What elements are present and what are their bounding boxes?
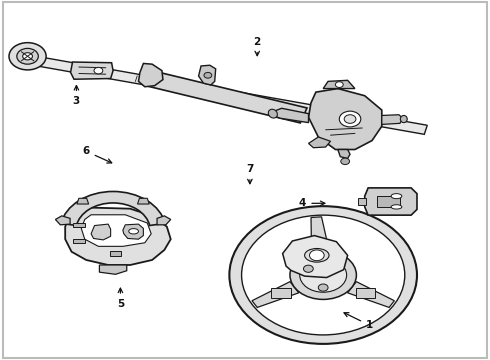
Polygon shape <box>65 208 171 265</box>
Polygon shape <box>138 198 149 204</box>
Polygon shape <box>309 89 382 149</box>
Text: 7: 7 <box>246 164 253 184</box>
Polygon shape <box>309 137 331 148</box>
Polygon shape <box>382 115 403 125</box>
Polygon shape <box>38 57 427 134</box>
Polygon shape <box>99 265 127 274</box>
Bar <box>377 196 400 207</box>
Circle shape <box>344 115 356 123</box>
Text: 5: 5 <box>117 288 124 309</box>
Wedge shape <box>61 192 165 225</box>
Circle shape <box>335 82 343 87</box>
Circle shape <box>204 72 212 78</box>
Circle shape <box>339 111 361 127</box>
Bar <box>356 288 375 298</box>
Ellipse shape <box>129 229 139 234</box>
Text: 3: 3 <box>73 86 80 106</box>
Circle shape <box>318 284 328 291</box>
Polygon shape <box>81 215 151 246</box>
Ellipse shape <box>391 194 402 199</box>
Circle shape <box>303 265 313 273</box>
Circle shape <box>300 258 346 292</box>
Ellipse shape <box>269 109 277 118</box>
Polygon shape <box>252 282 299 307</box>
Text: 4: 4 <box>299 198 325 208</box>
Polygon shape <box>55 216 70 225</box>
Polygon shape <box>198 65 216 85</box>
Polygon shape <box>77 198 89 204</box>
Polygon shape <box>311 217 329 251</box>
Polygon shape <box>274 108 309 123</box>
Bar <box>358 198 366 205</box>
Ellipse shape <box>305 248 329 262</box>
Text: 2: 2 <box>254 37 261 56</box>
Polygon shape <box>338 149 350 158</box>
Polygon shape <box>144 70 307 123</box>
Polygon shape <box>283 235 347 278</box>
Ellipse shape <box>400 116 407 123</box>
Polygon shape <box>157 216 171 225</box>
Circle shape <box>341 158 349 165</box>
Polygon shape <box>123 224 144 239</box>
Circle shape <box>310 250 324 261</box>
Polygon shape <box>347 282 394 307</box>
Polygon shape <box>73 223 85 227</box>
Polygon shape <box>71 62 113 79</box>
Circle shape <box>9 42 46 70</box>
Circle shape <box>23 53 32 60</box>
Circle shape <box>94 67 103 74</box>
Circle shape <box>242 215 405 335</box>
Circle shape <box>229 206 417 344</box>
Polygon shape <box>73 239 85 243</box>
Bar <box>271 288 291 298</box>
Circle shape <box>17 48 38 64</box>
Text: 6: 6 <box>83 146 112 163</box>
Text: 1: 1 <box>344 313 373 330</box>
Polygon shape <box>323 80 355 89</box>
Polygon shape <box>110 251 122 256</box>
Polygon shape <box>365 188 417 215</box>
Ellipse shape <box>391 205 402 209</box>
Polygon shape <box>91 224 111 240</box>
Circle shape <box>290 251 356 300</box>
Polygon shape <box>139 63 163 87</box>
